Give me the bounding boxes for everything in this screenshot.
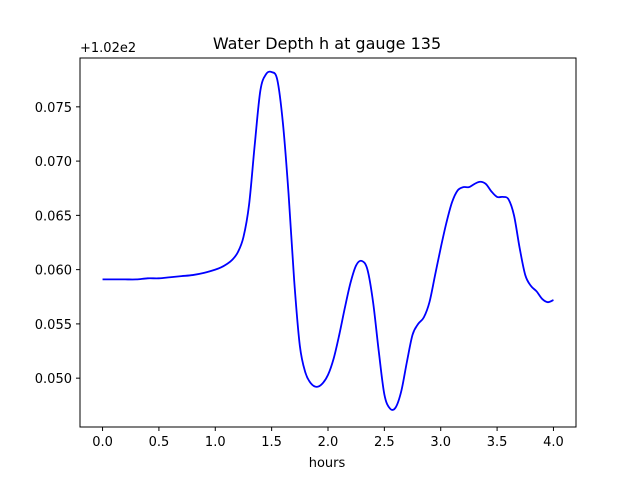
y-axis: 0.050 0.055 0.060 0.065 0.070 0.075 xyxy=(35,101,80,387)
y-tick-label: 0.075 xyxy=(35,101,72,116)
chart-title: Water Depth h at gauge 135 xyxy=(213,34,441,53)
y-tick-label: 0.055 xyxy=(35,318,72,333)
x-axis-label: hours xyxy=(309,456,346,471)
x-tick-label: 1.0 xyxy=(205,435,226,450)
x-tick-label: 1.5 xyxy=(261,435,282,450)
x-tick-label: 0.0 xyxy=(92,435,113,450)
plot-area: 0.0 0.5 1.0 1.5 2.0 2.5 3.0 3.5 4.0 0.0500.0550.… xyxy=(35,57,577,450)
series-line xyxy=(102,70,554,411)
y-tick-label: 0.070 xyxy=(35,155,72,170)
y-offset-label: +1.02e2 xyxy=(80,41,136,56)
y-tick-label: 0.060 xyxy=(35,264,72,279)
x-tick-label: 3.5 xyxy=(487,435,508,450)
x-axis: 0.0 0.5 1.0 1.5 2.0 2.5 3.0 3.5 4.0 xyxy=(92,427,564,450)
y-tick-label: 0.050 xyxy=(35,372,72,387)
x-tick-label: 2.5 xyxy=(374,435,395,450)
x-tick-label: 4.0 xyxy=(543,435,564,450)
x-tick-label: 2.0 xyxy=(318,435,339,450)
y-tick-label: 0.065 xyxy=(35,209,72,224)
axes-frame xyxy=(79,57,577,428)
x-tick-label: 3.0 xyxy=(430,435,451,450)
x-tick-label: 0.5 xyxy=(149,435,170,450)
